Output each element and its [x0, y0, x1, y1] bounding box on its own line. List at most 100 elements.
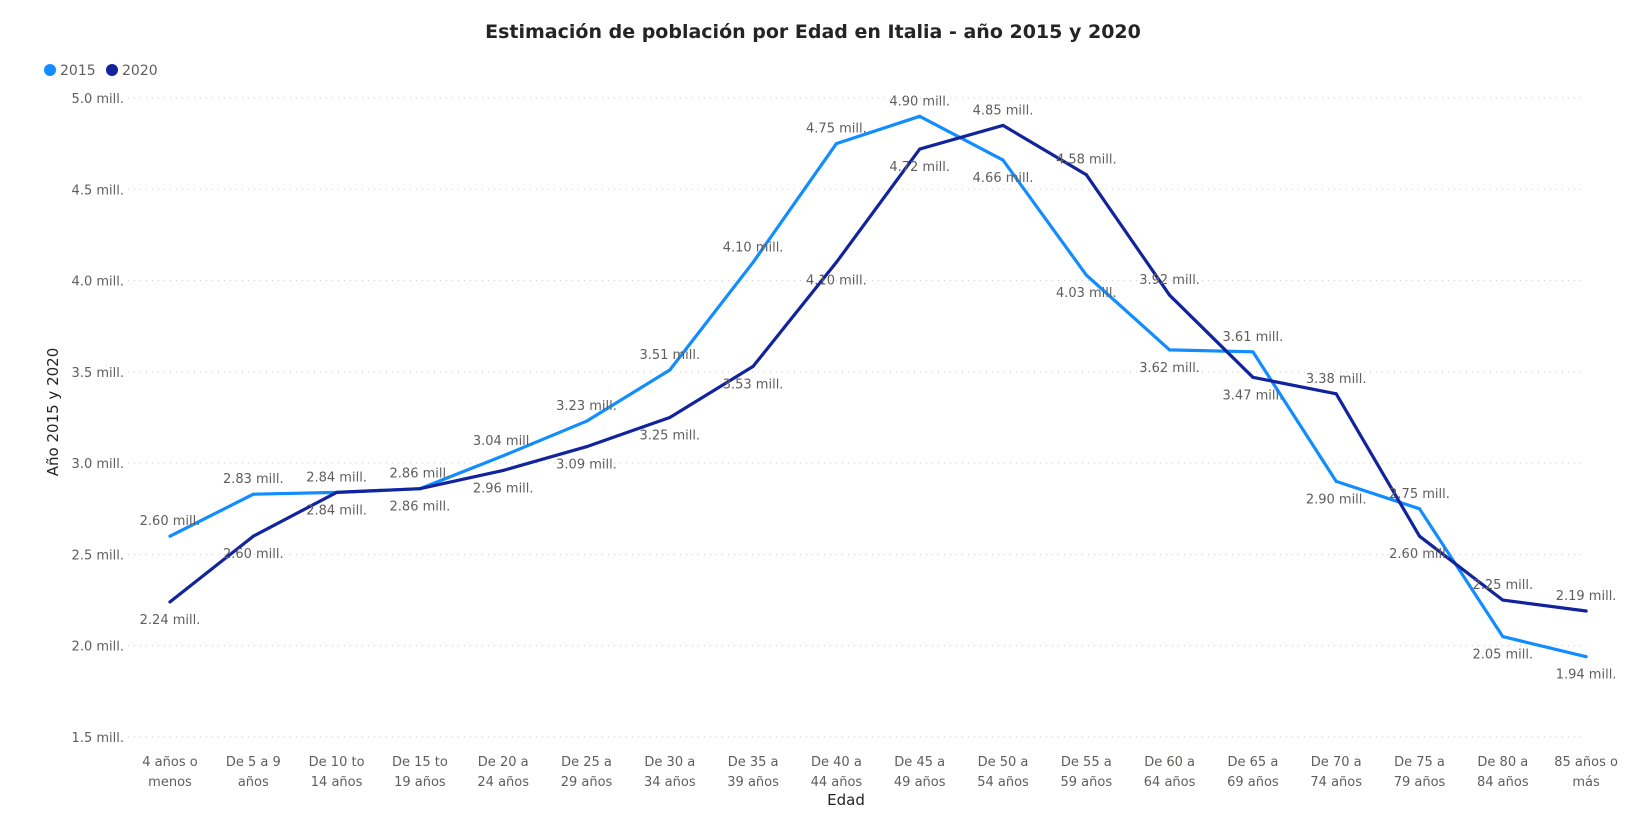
- data-label-2015: 3.23 mill.: [556, 399, 617, 414]
- data-label-2015: 2.75 mill.: [1389, 487, 1450, 502]
- series-line-2015[interactable]: [168, 114, 1588, 659]
- x-tick-label: 85 años o más: [1554, 755, 1618, 790]
- data-label-2015: 4.03 mill.: [1056, 286, 1117, 301]
- y-tick-label: 3.0 mill.: [72, 457, 124, 472]
- data-point-2015[interactable]: [1084, 273, 1088, 277]
- x-tick-label: 4 años o menos: [142, 755, 197, 790]
- data-point-2020[interactable]: [834, 260, 838, 264]
- data-label-2020: 4.58 mill.: [1056, 153, 1117, 168]
- y-axis-title: Año 2015 y 2020: [44, 348, 62, 476]
- data-point-2015[interactable]: [834, 142, 838, 146]
- data-label-2020: 2.84 mill.: [306, 503, 367, 518]
- data-label-2015: 2.83 mill.: [223, 472, 284, 487]
- y-tick-label: 4.5 mill.: [72, 183, 124, 198]
- y-axis-ticks: 1.5 mill. 2.0 mill. 2.5 mill. 3.0 mill. 3.5 …: [72, 92, 124, 746]
- data-point-2020[interactable]: [1251, 375, 1255, 379]
- legend-label-2015[interactable]: 2015: [60, 63, 96, 79]
- y-tick-label: 5.0 mill.: [72, 92, 124, 107]
- data-point-2015[interactable]: [585, 419, 588, 423]
- data-label-2015: 2.90 mill.: [1306, 492, 1367, 507]
- x-axis-title: Edad: [827, 791, 865, 809]
- data-point-2020[interactable]: [1001, 123, 1005, 127]
- data-point-2015[interactable]: [1418, 507, 1421, 511]
- legend-marker-2015: [44, 64, 56, 76]
- x-tick-label: De 35 a 39 años: [727, 755, 779, 790]
- data-point-2020[interactable]: [418, 487, 422, 491]
- x-tick-label: De 5 a 9 años: [226, 755, 281, 790]
- x-tick-label: De 30 a 34 años: [644, 755, 696, 790]
- data-label-2020: 3.09 mill.: [556, 458, 617, 473]
- data-point-2015[interactable]: [1168, 348, 1172, 352]
- data-label-2015: 4.90 mill.: [889, 94, 950, 109]
- legend-label-2020[interactable]: 2020: [122, 63, 158, 79]
- y-tick-label: 2.5 mill.: [72, 548, 124, 563]
- x-tick-label: De 45 a 49 años: [894, 755, 946, 790]
- legend-marker-2020: [106, 64, 118, 76]
- data-point-2020[interactable]: [585, 445, 588, 449]
- data-label-2020: 3.47 mill.: [1223, 388, 1284, 403]
- data-label-2015: 2.86 mill.: [390, 467, 451, 482]
- data-label-2020: 4.72 mill.: [889, 160, 950, 175]
- data-label-2015: 3.61 mill.: [1223, 330, 1284, 345]
- data-label-2020: 2.60 mill.: [223, 547, 284, 562]
- data-point-2015[interactable]: [918, 114, 922, 118]
- data-label-2015: 1.94 mill.: [1556, 668, 1617, 683]
- data-label-2015: 4.66 mill.: [973, 171, 1034, 186]
- data-point-2020[interactable]: [1418, 534, 1421, 538]
- y-tick-label: 1.5 mill.: [72, 731, 124, 746]
- x-tick-label: De 20 a 24 años: [477, 755, 529, 790]
- data-point-2020[interactable]: [1334, 392, 1338, 396]
- data-label-2020: 4.10 mill.: [806, 273, 867, 288]
- y-tick-label: 3.5 mill.: [72, 366, 124, 381]
- x-tick-label: De 55 a 59 años: [1060, 755, 1112, 790]
- x-tick-label: De 25 a 29 años: [561, 755, 613, 790]
- x-tick-label: De 15 to 19 años: [392, 755, 448, 790]
- chart-title: Estimación de población por Edad en Ital…: [485, 21, 1141, 43]
- data-point-2020[interactable]: [1501, 598, 1505, 602]
- data-label-2015: 4.10 mill.: [723, 240, 784, 255]
- data-point-2015[interactable]: [1501, 635, 1505, 639]
- data-point-2015[interactable]: [751, 260, 755, 264]
- x-tick-label: De 80 a 84 años: [1477, 755, 1529, 790]
- data-point-2020[interactable]: [1084, 173, 1088, 177]
- data-point-2015[interactable]: [1334, 479, 1338, 483]
- legend[interactable]: 2015 2020: [44, 63, 158, 79]
- y-tick-label: 2.0 mill.: [72, 640, 124, 655]
- data-point-2015[interactable]: [668, 368, 672, 372]
- x-tick-label: De 50 a 54 años: [977, 755, 1029, 790]
- data-point-2015[interactable]: [501, 454, 505, 458]
- data-point-2020[interactable]: [1584, 609, 1588, 613]
- x-tick-label: De 65 a 69 años: [1227, 755, 1279, 790]
- data-point-2015[interactable]: [1584, 655, 1588, 659]
- data-point-2015[interactable]: [1251, 350, 1255, 354]
- data-point-2020[interactable]: [335, 490, 339, 494]
- data-label-2020: 3.25 mill.: [639, 429, 700, 444]
- data-point-2015[interactable]: [1001, 158, 1005, 162]
- data-labels: 2.60 mill. 2.83 mill. 2.84 mill. 2.86 mill.…: [140, 94, 1617, 682]
- x-tick-label: De 60 a 64 años: [1144, 755, 1196, 790]
- data-point-2015[interactable]: [168, 534, 172, 538]
- data-label-2015: 3.51 mill.: [639, 348, 700, 363]
- data-label-2020: 4.85 mill.: [973, 103, 1034, 118]
- data-label-2015: 3.62 mill.: [1139, 361, 1200, 376]
- x-tick-label: De 75 a 79 años: [1394, 755, 1446, 790]
- data-label-2020: 3.53 mill.: [723, 377, 784, 392]
- data-label-2015: 2.84 mill.: [306, 470, 367, 485]
- data-label-2020: 3.38 mill.: [1306, 372, 1367, 387]
- data-point-2020[interactable]: [918, 147, 922, 151]
- data-label-2020: 2.19 mill.: [1556, 589, 1617, 604]
- data-point-2020[interactable]: [1168, 293, 1172, 297]
- series-lines: [168, 114, 1588, 659]
- data-point-2015[interactable]: [251, 492, 255, 496]
- data-label-2015: 3.04 mill.: [473, 434, 534, 449]
- x-axis-ticks: 4 años o menos De 5 a 9 años De 10 to 14 años…: [142, 755, 1618, 790]
- data-point-2020[interactable]: [668, 416, 672, 419]
- data-point-2020[interactable]: [751, 364, 755, 368]
- gridlines: [128, 97, 1582, 738]
- data-point-2020[interactable]: [168, 600, 172, 604]
- data-point-2020[interactable]: [251, 534, 255, 538]
- data-point-2020[interactable]: [501, 468, 505, 472]
- series-line-2020[interactable]: [168, 123, 1588, 613]
- data-label-2020: 2.86 mill.: [390, 500, 451, 515]
